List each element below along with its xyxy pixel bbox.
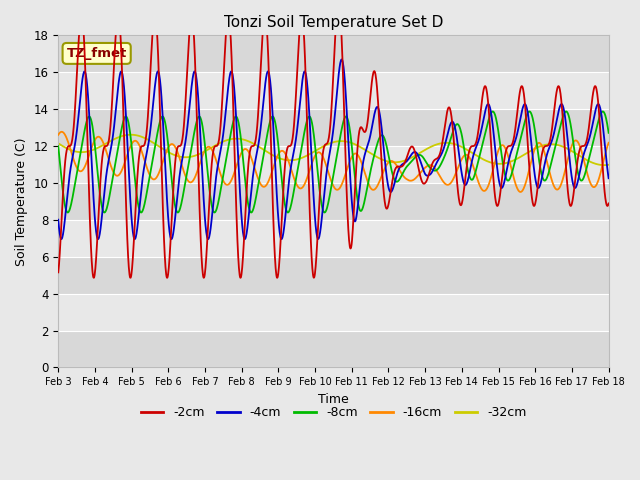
Bar	[58, 257, 609, 294]
Bar	[58, 183, 609, 220]
X-axis label: Time: Time	[318, 393, 349, 406]
Legend: -2cm, -4cm, -8cm, -16cm, -32cm: -2cm, -4cm, -8cm, -16cm, -32cm	[136, 401, 531, 424]
Bar	[58, 72, 609, 109]
Bar	[58, 36, 609, 72]
Bar	[58, 109, 609, 146]
Bar	[58, 331, 609, 367]
Text: TZ_fmet: TZ_fmet	[67, 47, 127, 60]
Bar	[58, 294, 609, 331]
Bar	[58, 220, 609, 257]
Y-axis label: Soil Temperature (C): Soil Temperature (C)	[15, 137, 28, 265]
Bar	[58, 146, 609, 183]
Title: Tonzi Soil Temperature Set D: Tonzi Soil Temperature Set D	[224, 15, 443, 30]
